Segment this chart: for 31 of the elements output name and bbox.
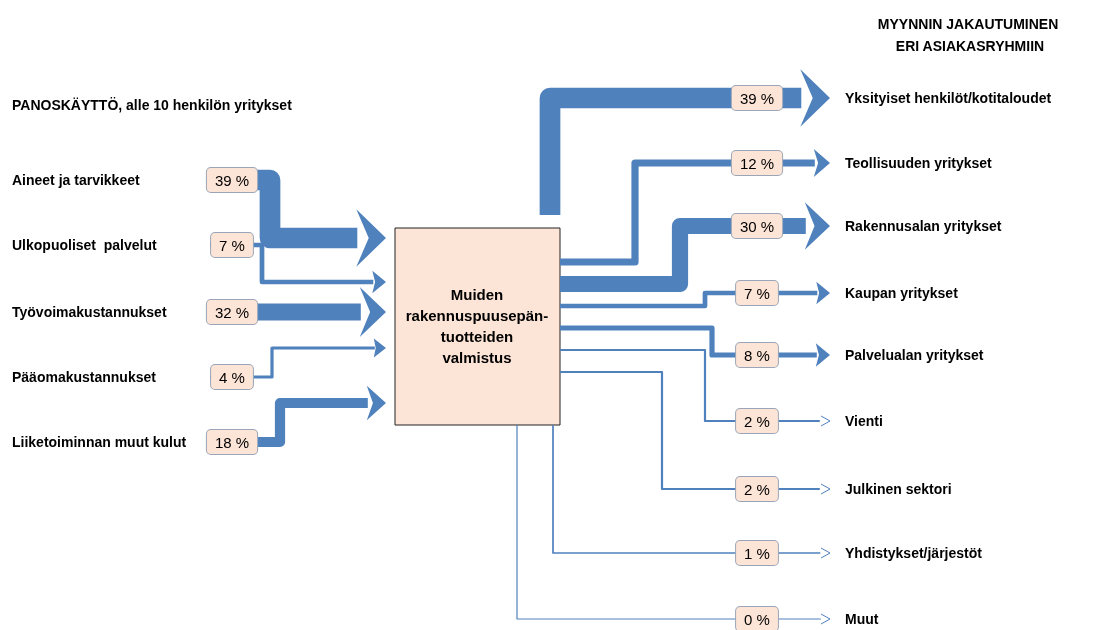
category-label: Kaupan yritykset bbox=[845, 285, 959, 301]
category-label: Vienti bbox=[845, 413, 883, 429]
category-label: Rakennusalan yritykset bbox=[845, 218, 1002, 234]
data-label: 0 % bbox=[744, 610, 770, 628]
text: MYYNNIN JAKAUTUMINEN ERI ASIAKASRYHMIIN bbox=[877, 16, 1063, 54]
category-label: Pääomakustannukset bbox=[12, 369, 157, 385]
data-label: 4 % bbox=[219, 368, 245, 386]
data-label: 7 % bbox=[219, 236, 245, 254]
category-label: Teollisuuden yritykset bbox=[845, 155, 993, 171]
category-label: Aineet ja tarvikkeet bbox=[12, 172, 140, 188]
data-label: 2 % bbox=[744, 412, 770, 430]
text: PANOSKÄYTTÖ, alle 10 henkilön yritykset bbox=[12, 97, 293, 113]
data-label: 2 % bbox=[744, 480, 770, 498]
data-label: 8 % bbox=[744, 346, 770, 364]
category-label: Liiketoiminnan muut kulut bbox=[12, 434, 187, 450]
data-label: 1 % bbox=[744, 544, 770, 562]
category-label: Työvoimakustannukset bbox=[12, 304, 167, 320]
category-label: Julkinen sektori bbox=[845, 481, 952, 497]
category-label: Yhdistykset/järjestöt bbox=[845, 545, 983, 561]
category-label: Muut bbox=[845, 611, 879, 627]
data-label: 39 % bbox=[739, 89, 775, 107]
data-label: 12 % bbox=[739, 154, 775, 172]
text: Muiden rakennuspuusepän-tuotteiden valmistus bbox=[405, 286, 549, 366]
category-label: Palvelualan yritykset bbox=[845, 347, 984, 363]
category-label: Yksityiset henkilöt/kotitaloudet bbox=[845, 90, 1052, 106]
data-label: 18 % bbox=[214, 433, 250, 451]
category-label: Ulkopuoliset palvelut bbox=[12, 237, 158, 253]
data-label: 30 % bbox=[739, 217, 775, 235]
data-label: 39 % bbox=[214, 171, 250, 189]
data-label: 7 % bbox=[744, 284, 770, 302]
data-label: 32 % bbox=[214, 303, 250, 321]
